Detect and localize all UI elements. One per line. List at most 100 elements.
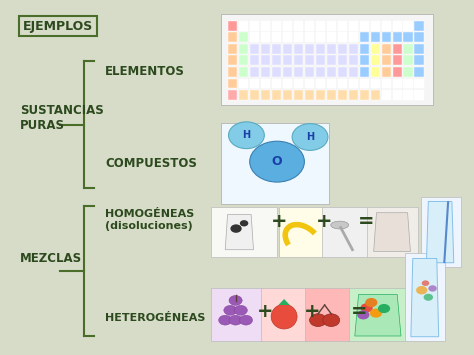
Text: HOMOGÉNEAS
(disoluciones): HOMOGÉNEAS (disoluciones) [105,209,194,230]
FancyBboxPatch shape [220,123,329,204]
Bar [414,44,424,54]
Bar [403,78,413,88]
Bar [304,55,314,65]
Bar [272,32,282,42]
Bar [359,32,369,42]
Bar [371,78,381,88]
Bar [304,21,314,31]
Bar [250,55,259,65]
Bar [250,32,259,42]
Circle shape [428,285,437,291]
Bar [414,21,424,31]
Bar [392,67,402,77]
Text: +: + [271,212,288,231]
FancyBboxPatch shape [261,289,308,341]
FancyBboxPatch shape [305,289,350,341]
FancyBboxPatch shape [220,14,433,105]
Bar [261,90,271,100]
Bar [382,21,392,31]
FancyBboxPatch shape [366,207,419,257]
Bar [228,78,237,88]
Bar [414,55,424,65]
Bar [337,32,347,42]
Bar [228,90,237,100]
Bar [337,78,347,88]
Bar [359,55,369,65]
Bar [272,21,282,31]
Bar [403,55,413,65]
Bar [392,21,402,31]
Circle shape [360,303,373,312]
Bar [316,21,326,31]
Bar [382,32,392,42]
Circle shape [250,141,304,182]
Bar [403,44,413,54]
FancyBboxPatch shape [322,207,369,257]
Bar [283,21,292,31]
Text: SUSTANCIAS
PURAS: SUSTANCIAS PURAS [20,104,104,132]
Bar [337,55,347,65]
Bar [359,67,369,77]
Bar [228,44,237,54]
Bar [359,44,369,54]
Bar [382,55,392,65]
Circle shape [224,305,237,315]
Bar [348,32,358,42]
Bar [327,32,337,42]
Bar [414,32,424,42]
Bar [304,32,314,42]
Bar [228,21,237,31]
Polygon shape [278,299,290,305]
Bar [414,78,424,88]
Bar [316,32,326,42]
Bar [283,78,292,88]
Bar [250,90,259,100]
Text: +: + [257,302,273,321]
Bar [316,44,326,54]
Text: =: = [351,302,368,321]
Bar [293,55,303,65]
Polygon shape [355,294,401,336]
Ellipse shape [271,304,297,329]
Circle shape [365,298,377,307]
Bar [337,67,347,77]
Circle shape [228,122,264,149]
Bar [272,44,282,54]
Bar [359,78,369,88]
Bar [238,55,248,65]
Bar [371,90,381,100]
Bar [359,90,369,100]
Bar [337,21,347,31]
Bar [382,44,392,54]
Bar [250,44,259,54]
Text: H: H [306,132,314,142]
Bar [293,32,303,42]
Bar [304,90,314,100]
Bar [304,78,314,88]
FancyBboxPatch shape [349,289,408,341]
Text: +: + [316,212,332,231]
Circle shape [424,294,433,301]
Text: +: + [304,302,320,321]
Bar [261,44,271,54]
Bar [327,44,337,54]
Bar [261,67,271,77]
Bar [293,44,303,54]
Bar [371,21,381,31]
Bar [403,67,413,77]
Polygon shape [411,258,438,337]
Text: MEZCLAS: MEZCLAS [20,252,82,265]
Bar [272,90,282,100]
Bar [250,67,259,77]
Bar [228,55,237,65]
Bar [382,67,392,77]
Circle shape [230,224,242,233]
Bar [348,90,358,100]
Circle shape [292,124,328,151]
Bar [272,78,282,88]
Bar [283,44,292,54]
Bar [327,55,337,65]
Text: ELEMENTOS: ELEMENTOS [105,65,185,78]
Bar [261,21,271,31]
Text: =: = [358,212,375,231]
